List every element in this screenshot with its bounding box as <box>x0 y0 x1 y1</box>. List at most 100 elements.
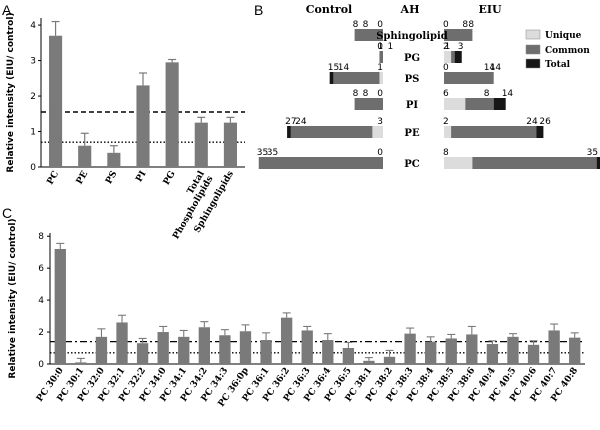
eiu-common-bar <box>444 29 473 41</box>
eiu-unique-bar <box>444 51 452 63</box>
bar <box>569 337 581 364</box>
legend-swatch <box>525 44 541 55</box>
bar <box>383 356 396 364</box>
eiu-unique-value: 8 <box>443 148 449 158</box>
control-unique-bar <box>372 126 383 138</box>
bar <box>466 334 478 364</box>
bar <box>54 248 66 364</box>
control-total-value: 8 <box>353 20 359 30</box>
header-control: Control <box>306 3 352 16</box>
eiu-common-bar <box>451 51 455 63</box>
header-eiu: EIU <box>478 3 502 16</box>
control-unique-value: 0 <box>377 148 383 158</box>
y-tick-label: 4 <box>38 296 44 306</box>
bar <box>223 122 237 167</box>
bar <box>342 348 355 364</box>
bar <box>78 145 92 167</box>
row-label: PC <box>404 159 420 170</box>
category-label: PE <box>75 169 91 186</box>
y-tick-label: 6 <box>38 264 44 274</box>
eiu-common-value: 14 <box>484 63 496 73</box>
bar <box>425 341 437 364</box>
control-unique-bar <box>379 72 383 84</box>
legend-swatch <box>525 29 541 40</box>
eiu-common-bar <box>444 72 494 84</box>
legend-swatch <box>525 58 541 69</box>
panel-label-c: C <box>2 205 12 221</box>
eiu-total-value: 26 <box>539 117 551 127</box>
y-tick-label: 2 <box>38 328 44 338</box>
bar <box>95 336 108 364</box>
eiu-total-value: 8 <box>468 20 474 30</box>
eiu-total-value: 14 <box>502 89 514 99</box>
control-common-value: 35 <box>267 148 278 158</box>
category-label-line: PC <box>46 170 62 187</box>
category-label-line: PI <box>134 170 148 185</box>
legend-label: Common <box>545 46 590 56</box>
eiu-unique-bar <box>444 126 452 138</box>
eiu-total-bar <box>596 157 600 169</box>
category-label-line: PS <box>104 170 119 187</box>
eiu-total-bar <box>454 51 462 63</box>
y-axis-label: Relative intensity (EIU/ control) <box>6 12 16 172</box>
bar <box>116 322 128 364</box>
y-tick-label: 0 <box>30 163 36 173</box>
control-common-value: 8 <box>363 89 369 99</box>
category-label-line: PE <box>75 169 91 186</box>
bar <box>198 327 210 364</box>
y-tick-label: 4 <box>30 21 36 31</box>
bar <box>107 152 121 167</box>
row-label: PS <box>405 74 420 85</box>
bar <box>178 336 190 364</box>
eiu-common-value: 35 <box>587 148 598 158</box>
bar <box>165 62 179 167</box>
category-label: PC <box>46 170 62 187</box>
eiu-unique-bar <box>444 98 466 110</box>
chart-a: 0 1 2 3 4 Relative intensity (EIU/ control) PC… <box>6 12 245 241</box>
category-label-line: PG <box>162 170 178 188</box>
panel-label-a: A <box>2 2 12 18</box>
category-label: PS <box>104 170 119 187</box>
row-label: PI <box>406 100 419 111</box>
control-total-value: 1 <box>377 42 383 52</box>
bar <box>445 338 457 364</box>
control-common-bar <box>287 126 383 138</box>
eiu-total-value: 3 <box>458 42 464 52</box>
control-total-value: 15 <box>328 63 339 73</box>
y-tick-label: 0 <box>38 360 44 370</box>
eiu-common-value: 8 <box>462 20 468 30</box>
control-total-bar <box>287 126 291 138</box>
eiu-unique-value: 2 <box>443 42 449 52</box>
bar <box>322 340 334 364</box>
control-common-bar <box>329 72 383 84</box>
bar <box>280 317 293 364</box>
control-total-value: 8 <box>353 89 359 99</box>
eiu-common-value: 1 <box>445 42 451 52</box>
row-label: Sphingolipid <box>376 31 448 42</box>
legend-label: Unique <box>545 31 582 41</box>
eiu-common-value: 24 <box>526 117 538 127</box>
eiu-common-bar <box>465 98 494 110</box>
y-axis-label: Relative intensity (EIU/ control) <box>8 218 18 378</box>
control-common-bar <box>354 29 383 41</box>
header-ah: AH <box>400 3 420 16</box>
control-total-value: 27 <box>285 117 296 127</box>
bar <box>527 344 540 364</box>
control-common-value: 14 <box>338 63 350 73</box>
category-label: PI <box>134 170 148 185</box>
legend-label: Total <box>545 60 571 70</box>
control-total-value: 35 <box>257 148 268 158</box>
bar <box>219 335 231 364</box>
bar <box>136 343 149 364</box>
panel-label-b: B <box>254 2 263 18</box>
bar <box>548 330 560 364</box>
control-unique-value: 0 <box>377 89 383 99</box>
control-common-value: 8 <box>363 20 369 30</box>
bar <box>507 336 519 364</box>
bar <box>363 360 375 364</box>
y-tick-label: 1 <box>30 128 36 138</box>
eiu-unique-bar <box>444 157 473 169</box>
category-label: PG <box>162 170 178 188</box>
